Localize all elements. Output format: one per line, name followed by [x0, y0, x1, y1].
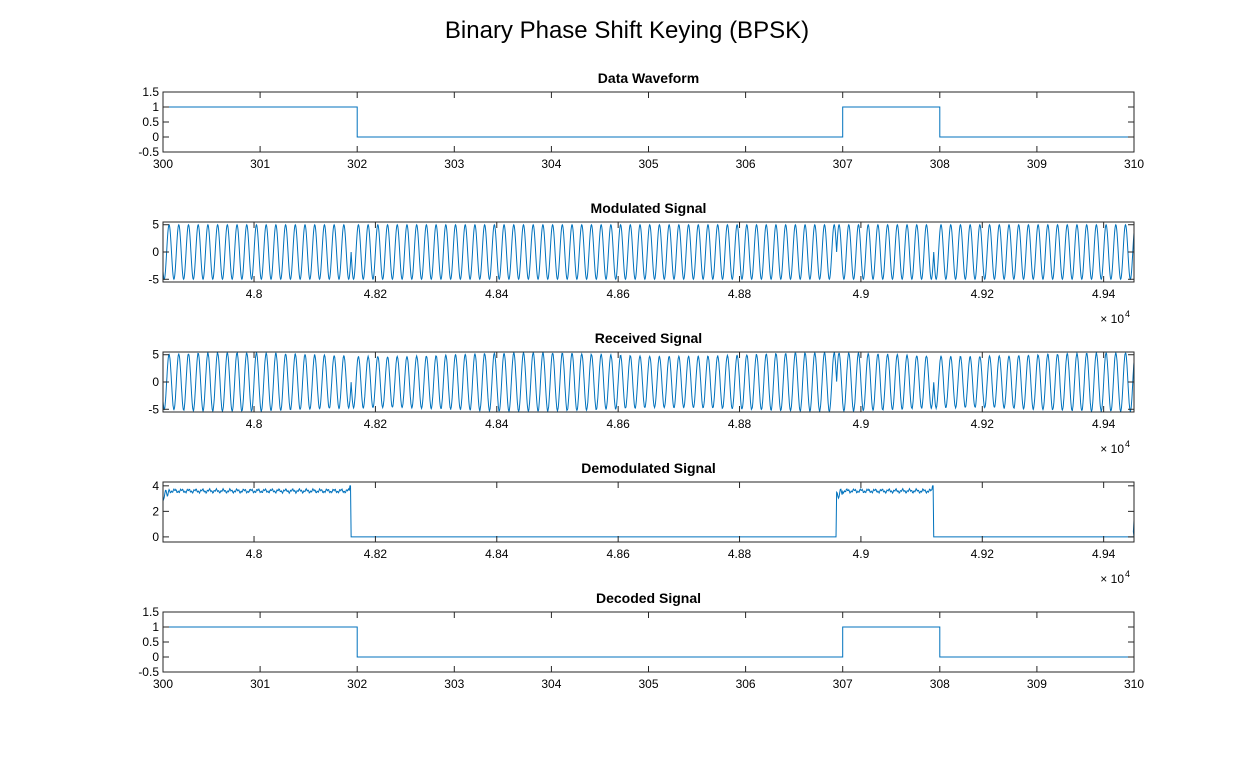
data-waveform-axes: Data Waveform 300 301 302 303 304 305 306 307 308… [138, 70, 1144, 171]
demodulated-signal-axes: Demodulated Signal 4.8 4.82 4.84 4.86 4.88 4.9… [152, 460, 1135, 586]
demodulated-signal-frame [162, 481, 1135, 543]
received-signal-ytick-label: 5 [152, 348, 159, 362]
decoded-signal-xtick-label: 304 [541, 677, 561, 691]
received-signal-x-exponent: × 10 [1100, 442, 1124, 456]
modulated-signal-x-exponent: × 10 [1100, 312, 1124, 326]
demodulated-signal-xtick-label: 4.86 [606, 547, 630, 561]
data-waveform-line [163, 106, 1134, 138]
modulated-signal-xtick-label: 4.88 [728, 287, 752, 301]
decoded-signal-frame [162, 611, 1135, 673]
received-signal-ytick-label: -5 [148, 402, 159, 416]
decoded-signal-xtick-label: 302 [347, 677, 367, 691]
demodulated-signal-xtick-label: 4.84 [485, 547, 509, 561]
received-signal-axes: Received Signal 4.8 4.82 4.84 4.86 4.88 4.9 4.9… [148, 330, 1135, 456]
demodulated-signal-title: Demodulated Signal [581, 460, 716, 476]
demodulated-signal-xtick-label: 4.92 [971, 547, 995, 561]
received-signal-xtick-label: 4.8 [246, 417, 263, 431]
figure-title: Binary Phase Shift Keying (BPSK) [445, 17, 809, 44]
demodulated-signal-xtick-label: 4.9 [853, 547, 870, 561]
data-waveform-xtick-label: 301 [250, 157, 270, 171]
modulated-signal-xtick-label: 4.9 [853, 287, 870, 301]
data-waveform-ytick-label: 0 [152, 130, 159, 144]
demodulated-signal-line [163, 485, 1134, 538]
demodulated-signal-x-exponent: × 10 [1100, 572, 1124, 586]
received-signal-xtick-label: 4.86 [606, 417, 630, 431]
data-waveform-ytick-label: 1.5 [142, 85, 159, 99]
modulated-signal-axes: Modulated Signal 4.8 4.82 4.84 4.86 4.88 4.9 4.… [148, 200, 1135, 326]
decoded-signal-xtick-label: 301 [250, 677, 270, 691]
decoded-signal-axes: Decoded Signal 300 301 302 303 304 305 306 307 30… [138, 590, 1144, 691]
decoded-signal-ytick-label: 0 [152, 650, 159, 664]
modulated-signal-xtick-label: 4.92 [971, 287, 995, 301]
modulated-signal-ytick-label: 5 [152, 218, 159, 232]
received-signal-x-exponent-power: 4 [1125, 439, 1130, 449]
decoded-signal-ytick-label: 1.5 [142, 605, 159, 619]
data-waveform-xtick-label: 302 [347, 157, 367, 171]
demodulated-signal-x-exponent-power: 4 [1125, 569, 1130, 579]
decoded-signal-xtick-label: 307 [833, 677, 853, 691]
subplots: Data Waveform 300 301 302 303 304 305 306 307 308… [138, 70, 1144, 691]
demodulated-signal-xtick-label: 4.88 [728, 547, 752, 561]
received-signal-xtick-label: 4.92 [971, 417, 995, 431]
decoded-signal-ytick-label: -0.5 [138, 665, 159, 679]
data-waveform-xtick-label: 308 [930, 157, 950, 171]
decoded-signal-xtick-label: 305 [638, 677, 658, 691]
data-waveform-ytick-label: -0.5 [138, 145, 159, 159]
data-waveform-ytick-label: 1 [152, 100, 159, 114]
modulated-signal-xtick-label: 4.82 [364, 287, 388, 301]
modulated-signal-x-exponent-power: 4 [1125, 309, 1130, 319]
demodulated-signal-xtick-label: 4.82 [364, 547, 388, 561]
decoded-signal-line [163, 626, 1134, 658]
modulated-signal-ytick-label: 0 [152, 245, 159, 259]
decoded-signal-xtick-label: 308 [930, 677, 950, 691]
modulated-signal-xtick-label: 4.94 [1092, 287, 1116, 301]
decoded-signal-ytick-label: 0.5 [142, 635, 159, 649]
decoded-signal-ytick-label: 1 [152, 620, 159, 634]
received-signal-xtick-label: 4.94 [1092, 417, 1116, 431]
data-waveform-ytick-label: 0.5 [142, 115, 159, 129]
data-waveform-xtick-label: 305 [638, 157, 658, 171]
demodulated-signal-xtick-label: 4.8 [246, 547, 263, 561]
data-waveform-frame [162, 91, 1135, 153]
data-waveform-xtick-label: 309 [1027, 157, 1047, 171]
data-waveform-xtick-label: 307 [833, 157, 853, 171]
modulated-signal-title: Modulated Signal [591, 200, 707, 216]
data-waveform-xtick-label: 300 [153, 157, 173, 171]
modulated-signal-xtick-label: 4.8 [246, 287, 263, 301]
decoded-signal-xtick-label: 309 [1027, 677, 1047, 691]
decoded-signal-title: Decoded Signal [596, 590, 701, 606]
modulated-signal-line [163, 223, 1134, 281]
received-signal-xtick-label: 4.9 [853, 417, 870, 431]
data-waveform-xtick-label: 306 [736, 157, 756, 171]
demodulated-signal-xtick-label: 4.94 [1092, 547, 1116, 561]
received-signal-xtick-label: 4.82 [364, 417, 388, 431]
data-waveform-xtick-label: 310 [1124, 157, 1144, 171]
decoded-signal-xtick-label: 306 [736, 677, 756, 691]
demodulated-signal-ytick-label: 0 [152, 530, 159, 544]
modulated-signal-xtick-label: 4.86 [606, 287, 630, 301]
received-signal-xtick-label: 4.84 [485, 417, 509, 431]
modulated-signal-ytick-label: -5 [148, 272, 159, 286]
received-signal-ytick-label: 0 [152, 375, 159, 389]
modulated-signal-xtick-label: 4.84 [485, 287, 509, 301]
data-waveform-xtick-label: 304 [541, 157, 561, 171]
decoded-signal-xtick-label: 310 [1124, 677, 1144, 691]
demodulated-signal-ytick-label: 2 [152, 504, 159, 518]
received-signal-line [163, 352, 1134, 412]
received-signal-xtick-label: 4.88 [728, 417, 752, 431]
data-waveform-title: Data Waveform [598, 70, 699, 86]
received-signal-title: Received Signal [595, 330, 702, 346]
decoded-signal-xtick-label: 300 [153, 677, 173, 691]
data-waveform-xtick-label: 303 [444, 157, 464, 171]
demodulated-signal-ytick-label: 4 [152, 479, 159, 493]
decoded-signal-xtick-label: 303 [444, 677, 464, 691]
